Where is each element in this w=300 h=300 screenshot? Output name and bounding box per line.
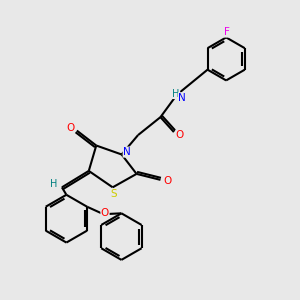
Text: S: S <box>110 189 117 199</box>
Text: F: F <box>224 27 230 37</box>
Text: O: O <box>66 123 74 133</box>
Text: N: N <box>178 93 186 103</box>
Text: O: O <box>163 176 171 186</box>
Text: H: H <box>172 88 180 99</box>
Text: H: H <box>50 179 57 189</box>
Text: O: O <box>101 208 109 218</box>
Text: O: O <box>176 130 184 140</box>
Text: N: N <box>123 147 131 157</box>
